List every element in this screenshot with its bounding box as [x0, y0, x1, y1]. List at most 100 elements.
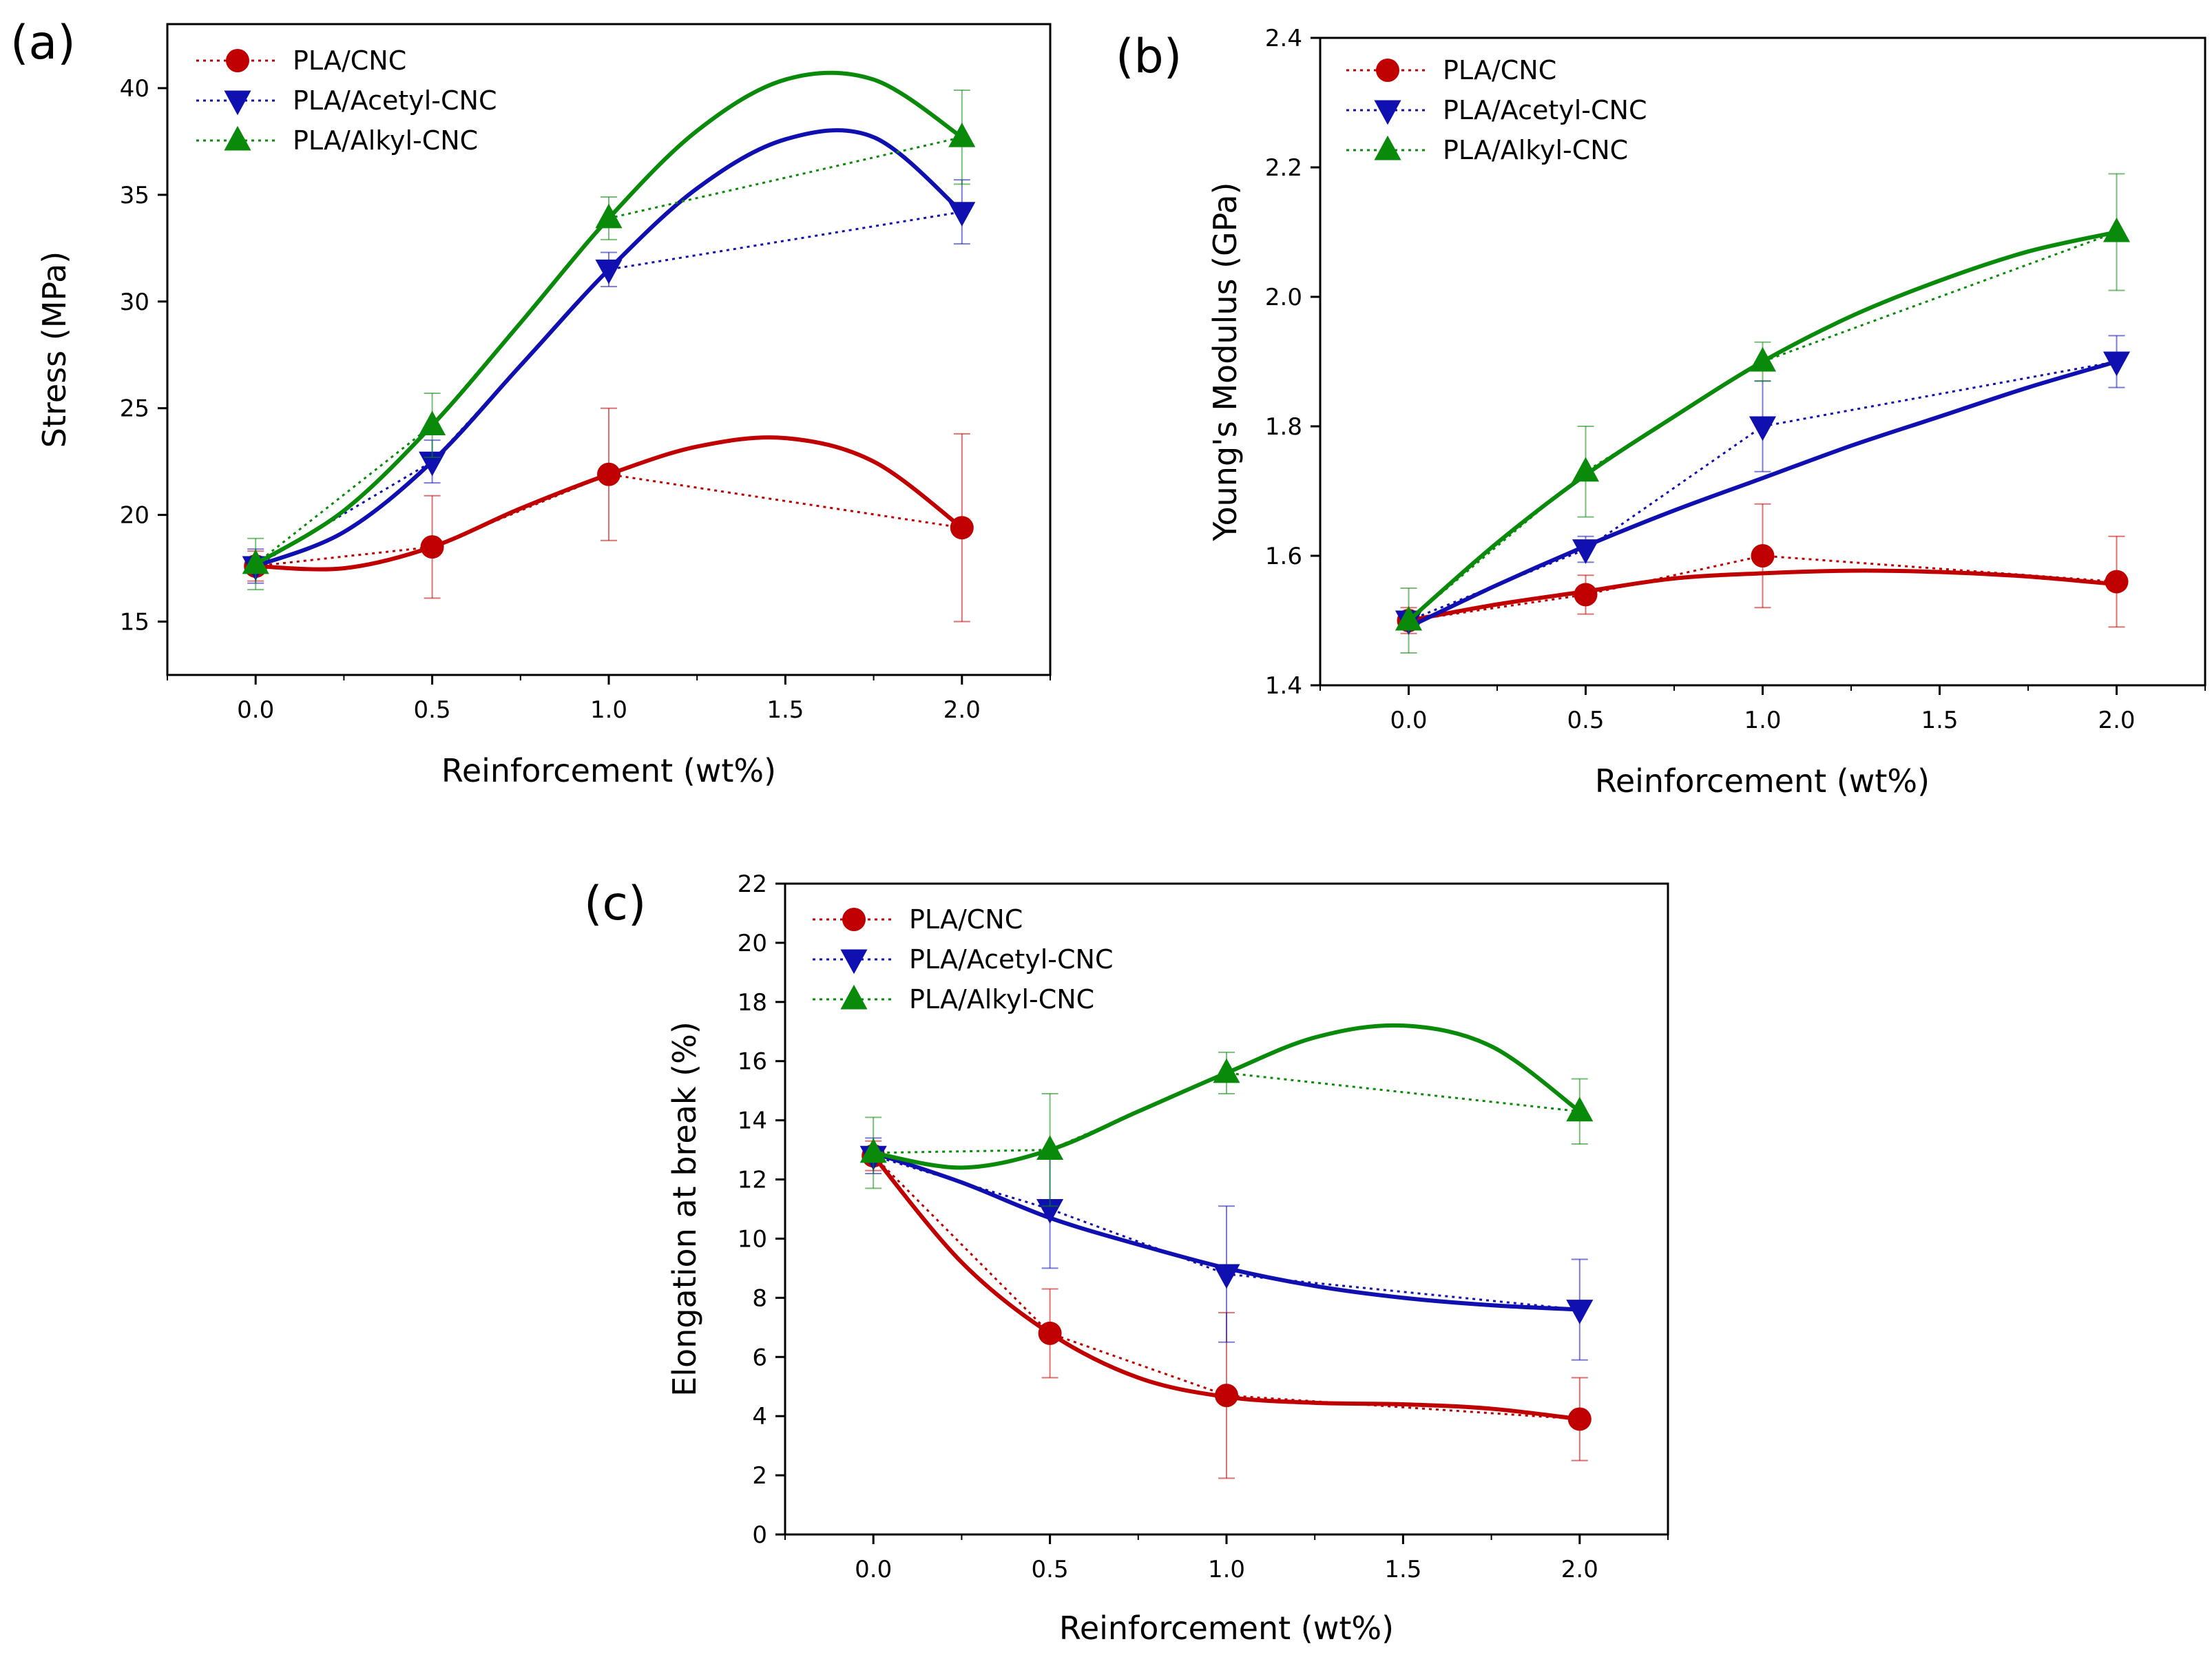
- data-point: [1036, 1199, 1064, 1224]
- data-point: [1566, 1096, 1594, 1122]
- legend-label: PLA/Alkyl-CNC: [293, 125, 478, 156]
- y-tick-label: 14: [738, 1107, 767, 1135]
- legend-label: PLA/Acetyl-CNC: [1443, 95, 1647, 125]
- y-tick-label: 15: [120, 609, 149, 636]
- data-point: [1036, 1135, 1064, 1160]
- data-line: [873, 1155, 1580, 1420]
- legend-label: PLA/Acetyl-CNC: [293, 85, 497, 116]
- y-axis: 0 2 4 6 8 10 12 14 16 18 20 22: [738, 871, 785, 1549]
- data-point: [1395, 605, 1423, 631]
- chart-panel-b: (b) 0.0 0.5 1.0 1.5 2.0 1.4 1.6 1.8 2.0 2.2 2.4 Rein…: [1116, 25, 2206, 800]
- y-tick-label: 20: [120, 502, 149, 530]
- panel-label: (a): [10, 16, 76, 70]
- data-point: [419, 410, 446, 435]
- legend-marker: [224, 125, 251, 151]
- x-tick-label: 2.0: [2098, 707, 2135, 734]
- fit-curve: [1408, 568, 2117, 623]
- x-tick-label: 2.0: [1561, 1556, 1598, 1583]
- y-tick-label: 40: [120, 75, 149, 103]
- series-pla-acetyl-cnc: [1395, 335, 2131, 636]
- data-point: [1213, 1264, 1240, 1289]
- legend-marker: [224, 90, 251, 116]
- data-point: [2103, 351, 2131, 377]
- x-tick-label: 1.0: [590, 696, 627, 724]
- legend-marker: [840, 984, 868, 1010]
- legend-label: PLA/CNC: [909, 904, 1023, 935]
- y-tick-label: 25: [120, 395, 149, 423]
- data-point: [595, 259, 623, 284]
- x-tick-label: 1.5: [1921, 707, 1958, 734]
- data-point: [2105, 570, 2129, 594]
- data-point: [1572, 457, 1600, 482]
- y-tick-label: 20: [738, 930, 767, 957]
- y-tick-label: 2: [752, 1462, 767, 1490]
- y-axis-title: Elongation at break (%): [666, 1021, 703, 1397]
- y-tick-label: 10: [738, 1225, 767, 1253]
- data-point: [1038, 1321, 1062, 1345]
- y-tick-label: 30: [120, 289, 149, 316]
- legend-marker: [840, 949, 868, 975]
- y-tick-label: 0: [752, 1521, 767, 1549]
- data-line: [1408, 554, 2117, 622]
- x-tick-label: 0.0: [1390, 707, 1427, 734]
- series-pla-alkyl-cnc: [1395, 173, 2131, 654]
- y-tick-label: 1.8: [1265, 413, 1302, 441]
- chart-panel-c: (c) 0.0 0.5 1.0 1.5 2.0 0 2 4 6 8 10 12 14 16 18 20 22 Rei…: [584, 871, 1669, 1647]
- x-tick-label: 1.5: [1384, 1556, 1421, 1583]
- y-tick-label: 18: [738, 989, 767, 1017]
- y-tick-label: 1.6: [1265, 543, 1302, 570]
- data-point: [1751, 544, 1775, 568]
- x-tick-label: 1.5: [766, 696, 804, 724]
- series-pla-cnc: [862, 1140, 1592, 1479]
- data-point: [1749, 416, 1777, 441]
- x-axis-title: Reinforcement (wt%): [441, 752, 776, 789]
- y-tick-label: 16: [738, 1048, 767, 1076]
- data-point: [1572, 539, 1600, 564]
- legend-marker: [1374, 135, 1401, 160]
- x-axis: 0.0 0.5 1.0 1.5 2.0: [784, 1534, 1669, 1583]
- data-point: [595, 203, 623, 229]
- x-tick-label: 0.5: [1567, 707, 1604, 734]
- y-tick-label: 2.4: [1265, 25, 1302, 52]
- legend: PLA/CNC PLA/Acetyl-CNC PLA/Alkyl-CNC: [813, 904, 1114, 1014]
- x-tick-label: 2.0: [943, 696, 981, 724]
- y-axis-title: Young's Modulus (GPa): [1207, 183, 1244, 542]
- x-tick-label: 1.0: [1208, 1556, 1245, 1583]
- x-axis: 0.0 0.5 1.0 1.5 2.0: [1319, 685, 2206, 734]
- data-point: [1574, 583, 1598, 607]
- y-axis: 1.4 1.6 1.8 2.0 2.2 2.4: [1265, 25, 1320, 700]
- data-point: [1749, 346, 1777, 372]
- series-pla-alkyl-cnc: [242, 70, 976, 591]
- series-pla-alkyl-cnc: [859, 1023, 1594, 1207]
- legend: PLA/CNC PLA/Acetyl-CNC PLA/Alkyl-CNC: [1346, 55, 1647, 165]
- panel-label: (c): [584, 877, 646, 931]
- fit-curve: [1408, 360, 2118, 629]
- data-point: [1566, 1300, 1594, 1324]
- legend-marker: [1376, 59, 1399, 82]
- y-tick-label: 8: [752, 1284, 767, 1312]
- y-tick-label: 2.2: [1265, 154, 1302, 182]
- data-point: [597, 462, 620, 486]
- y-tick-label: 6: [752, 1344, 767, 1371]
- data-line: [1408, 231, 2118, 622]
- x-axis-title: Reinforcement (wt%): [1059, 1610, 1394, 1647]
- data-point: [420, 535, 444, 559]
- x-tick-label: 0.0: [237, 696, 274, 724]
- x-axis-title: Reinforcement (wt%): [1595, 762, 1930, 800]
- legend-label: PLA/CNC: [293, 45, 406, 76]
- y-tick-label: 2.0: [1265, 284, 1302, 311]
- y-axis: 15 20 25 30 35 40: [120, 75, 167, 636]
- legend-label: PLA/Alkyl-CNC: [1443, 135, 1628, 165]
- y-tick-label: 12: [738, 1167, 767, 1194]
- x-tick-label: 0.5: [1032, 1556, 1069, 1583]
- data-point: [242, 549, 269, 574]
- legend-marker: [226, 49, 249, 72]
- legend-marker: [842, 908, 866, 931]
- x-tick-label: 1.0: [1744, 707, 1781, 734]
- data-point: [948, 122, 976, 147]
- data-point: [1215, 1384, 1238, 1408]
- data-point: [1567, 1407, 1592, 1431]
- legend-label: PLA/Alkyl-CNC: [909, 984, 1094, 1014]
- x-tick-label: 0.5: [414, 696, 451, 724]
